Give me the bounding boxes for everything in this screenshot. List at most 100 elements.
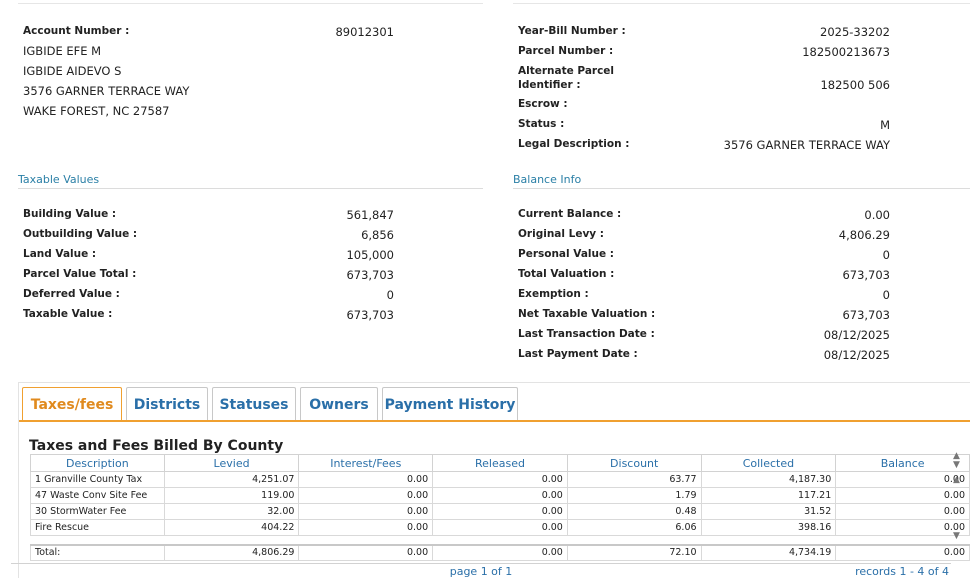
balance-label: Last Transaction Date :	[518, 328, 655, 340]
total-discount: 72.10	[566, 543, 702, 561]
cell-collected: 31.52	[700, 503, 837, 520]
balance-value: 08/12/2025	[823, 328, 890, 342]
cell-interest-fees: 0.00	[298, 487, 434, 504]
tab-owners[interactable]: Owners	[300, 387, 378, 421]
cell-description: 30 StormWater Fee	[30, 503, 165, 520]
cell-discount: 0.48	[566, 503, 702, 520]
table-row[interactable]: 30 StormWater Fee 32.00 0.00 0.00 0.48 3…	[30, 503, 970, 520]
cell-description: 47 Waste Conv Site Fee	[30, 487, 165, 504]
col-balance[interactable]: Balance	[835, 454, 970, 472]
tab-districts[interactable]: Districts	[126, 387, 208, 421]
cell-discount: 6.06	[566, 519, 702, 536]
taxable-label: Outbuilding Value :	[23, 228, 138, 240]
balance-label: Original Levy :	[518, 228, 604, 240]
taxable-label: Parcel Value Total :	[23, 268, 137, 280]
taxable-label: Building Value :	[23, 208, 117, 220]
col-discount[interactable]: Discount	[566, 454, 702, 472]
balance-label: Personal Value :	[518, 248, 614, 260]
address-line-1: 3576 GARNER TERRACE WAY	[23, 84, 190, 98]
taxable-label: Land Value :	[23, 248, 97, 260]
legal-description-row: Legal Description : 3576 GARNER TERRACE …	[0, 138, 970, 158]
year-bill-row: Year-Bill Number : 2025-33202	[0, 25, 970, 45]
table-row[interactable]: 1 Granville County Tax 4,251.07 0.00 0.0…	[30, 471, 970, 488]
tab-statuses[interactable]: Statuses	[212, 387, 296, 421]
cell-levied: 119.00	[163, 487, 300, 504]
balance-value: 673,703	[842, 268, 890, 282]
table-row[interactable]: Fire Rescue 404.22 0.00 0.00 6.06 398.16…	[30, 519, 970, 536]
escrow-row: Escrow :	[0, 98, 970, 118]
table-scrollbar[interactable]: ▲ ▼ ▲ ▼	[951, 452, 965, 578]
total-label: Total:	[30, 543, 165, 561]
balance-value: 4,806.29	[838, 228, 890, 242]
legal-description-value: 3576 GARNER TERRACE WAY	[723, 138, 890, 152]
taxable-value: 673,703	[346, 308, 394, 322]
col-interest-fees[interactable]: Interest/Fees	[298, 454, 434, 472]
cell-collected: 4,187.30	[700, 471, 837, 488]
account-number-row: Account Number : 89012301	[0, 25, 970, 45]
cell-balance: 0.00	[835, 519, 970, 536]
records-indicator: records 1 - 4 of 4	[855, 565, 949, 578]
balance-row: Original Levy : 4,806.29	[0, 228, 970, 248]
cell-released: 0.00	[432, 503, 568, 520]
col-released[interactable]: Released	[432, 454, 568, 472]
total-levied: 4,806.29	[163, 543, 300, 561]
scroll-up-icon[interactable]: ▲	[953, 451, 960, 461]
balance-label: Net Taxable Valuation :	[518, 308, 656, 320]
balance-row: Net Taxable Valuation : 673,703	[0, 308, 970, 328]
row-scroll-down-icon[interactable]: ▼	[953, 531, 960, 541]
status-row: Status : M	[0, 118, 970, 138]
balance-row: Current Balance : 0.00	[0, 208, 970, 228]
balance-value: 0	[882, 288, 890, 302]
legal-description-label: Legal Description :	[518, 138, 630, 150]
top-divider-right	[513, 3, 970, 4]
cell-balance: 0.00	[835, 503, 970, 520]
balance-info-title: Balance Info	[513, 173, 582, 186]
owner-line-2: IGBIDE AIDEVO S	[23, 64, 122, 78]
taxable-value: 6,856	[361, 228, 394, 242]
taxable-row: Land Value : 105,000	[0, 248, 970, 268]
tab-payment-history[interactable]: Payment History	[382, 387, 518, 421]
balance-value: 0	[882, 248, 890, 262]
row-scroll-up-icon[interactable]: ▲	[953, 475, 960, 485]
scroll-down-icon[interactable]: ▼	[953, 460, 960, 470]
tab-panel: Taxes/fees Districts Statuses Owners Pay…	[18, 382, 970, 578]
tab-bar: Taxes/fees Districts Statuses Owners Pay…	[19, 383, 970, 422]
status-label: Status :	[518, 118, 565, 130]
balance-row: Exemption : 0	[0, 288, 970, 308]
table-row[interactable]: 47 Waste Conv Site Fee 119.00 0.00 0.00 …	[30, 487, 970, 504]
taxable-values-title: Taxable Values	[18, 173, 100, 186]
alt-parcel-label-1: Alternate Parcel	[518, 65, 615, 77]
col-collected[interactable]: Collected	[700, 454, 837, 472]
account-number-value: 89012301	[335, 25, 394, 39]
balance-value: 673,703	[842, 308, 890, 322]
total-released: 0.00	[432, 543, 568, 561]
total-collected: 4,734.19	[700, 543, 837, 561]
cell-interest-fees: 0.00	[298, 503, 434, 520]
status-value: M	[880, 118, 890, 132]
taxable-value: 0	[386, 288, 394, 302]
taxable-value: 673,703	[346, 268, 394, 282]
table-header-row: Description Levied Interest/Fees Release…	[30, 454, 970, 472]
cell-interest-fees: 0.00	[298, 519, 434, 536]
table-spacer-cell	[30, 535, 970, 545]
taxable-row: Deferred Value : 0	[0, 288, 970, 308]
balance-label: Last Payment Date :	[518, 348, 638, 360]
cell-levied: 32.00	[163, 503, 300, 520]
balance-row: Last Transaction Date : 08/12/2025	[0, 328, 970, 348]
page-indicator: page 1 of 1	[449, 565, 513, 578]
col-levied[interactable]: Levied	[163, 454, 300, 472]
escrow-label: Escrow :	[518, 98, 568, 110]
cell-levied: 404.22	[163, 519, 300, 536]
top-divider-left	[18, 3, 483, 4]
taxable-row: Outbuilding Value : 6,856	[0, 228, 970, 248]
taxable-row: Taxable Value : 673,703	[0, 308, 970, 328]
account-number-label: Account Number :	[23, 25, 130, 37]
cell-released: 0.00	[432, 519, 568, 536]
taxable-row: Parcel Value Total : 673,703	[0, 268, 970, 288]
tab-taxes-fees[interactable]: Taxes/fees	[22, 387, 122, 422]
col-description[interactable]: Description	[30, 454, 165, 472]
balance-row: Personal Value : 0	[0, 248, 970, 268]
cell-collected: 398.16	[700, 519, 837, 536]
address-line-2: WAKE FOREST, NC 27587	[23, 104, 170, 118]
taxable-value: 105,000	[346, 248, 394, 262]
